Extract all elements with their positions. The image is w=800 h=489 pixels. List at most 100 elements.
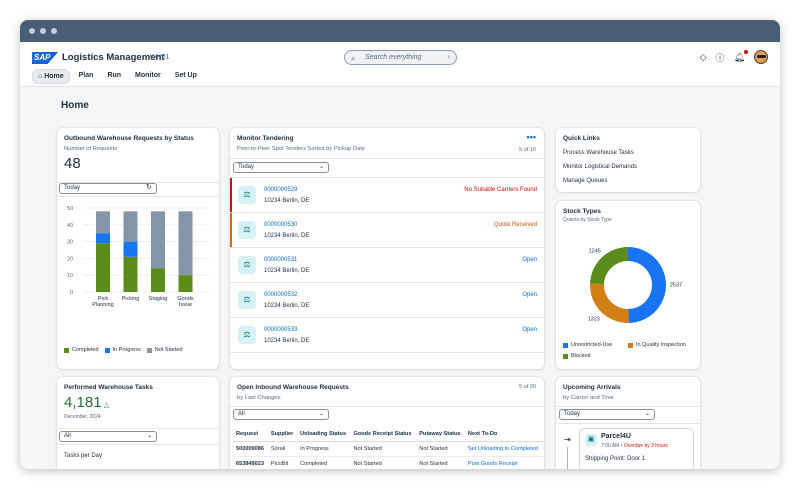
y-tick-label: 50 — [67, 206, 73, 212]
performed-filter-select[interactable]: All ⌄ — [59, 431, 157, 442]
nav-run[interactable]: Run — [107, 72, 122, 79]
tender-address: 10234 Berlin, DE — [264, 338, 310, 344]
legend-blocked: Blocked — [563, 353, 591, 359]
inbound-requests-card: Open Inbound Warehouse Requests by Last … — [230, 377, 544, 469]
table-cell: Not Started — [350, 441, 417, 457]
x-tick-label: Issue — [179, 302, 192, 308]
tender-row[interactable]: ⚖ 0000000532 10234 Berlin, DE Open — [230, 283, 544, 318]
x-tick-label: Planning — [92, 302, 113, 308]
quick-link-manage-queues[interactable]: Manage Queues — [563, 178, 608, 184]
tender-address: 10234 Berlin, DE — [264, 303, 310, 309]
bar-segment[interactable] — [178, 211, 193, 276]
warehouse-id: WH01 — [150, 54, 170, 61]
outbound-title: Outbound Warehouse Requests by Status — [64, 135, 194, 142]
table-row[interactable]: 653849023 PicoBit Completed Not Started Not … — [233, 456, 543, 469]
nav-monitor[interactable]: Monitor — [135, 72, 161, 79]
sap-logo[interactable]: SAP — [32, 52, 58, 64]
truck-icon: ▣ — [585, 434, 597, 446]
search-go-icon[interactable]: › — [447, 54, 450, 61]
quick-link-process-tasks[interactable]: Process Warehouse Tasks — [563, 150, 634, 156]
donut-slice[interactable] — [590, 247, 628, 285]
slice-value-label: 2537 — [670, 283, 682, 289]
ai-assistant-icon[interactable]: ◇ — [699, 51, 707, 62]
nav-plan[interactable]: Plan — [78, 72, 94, 79]
table-cell: Not Started — [350, 456, 417, 469]
bar-segment[interactable] — [96, 243, 110, 292]
help-icon[interactable]: ⓘ — [715, 52, 725, 63]
more-options-icon[interactable]: ••• — [526, 132, 536, 142]
shell-actions: ◇ ⓘ 🔔︎ — [699, 49, 768, 64]
bar-segment[interactable] — [96, 233, 110, 244]
tender-row[interactable]: ⚖ 0000000530 10234 Berlin, DE Quote Receive… — [230, 213, 544, 248]
tender-address: 10234 Berlin, DE — [264, 268, 310, 274]
column-header: Request — [233, 427, 268, 442]
inbound-filter-select[interactable]: All ⌄ — [233, 409, 329, 420]
tender-id[interactable]: 0000000532 — [264, 292, 298, 298]
table-cell: Completed — [297, 456, 351, 469]
quick-link-logistical-demands[interactable]: Monitor Logistical Demands — [563, 164, 638, 170]
tender-id[interactable]: 0000000531 — [264, 257, 298, 263]
inbound-title: Open Inbound Warehouse Requests — [237, 384, 349, 391]
performed-tasks-card[interactable]: Performed Warehouse Tasks 4,181 △ Decemb… — [57, 377, 219, 469]
search-input[interactable]: ⌕ Search everything › — [344, 50, 457, 65]
table-cell[interactable]: Post Goods Receipt — [464, 456, 543, 469]
x-tick-label: Pick — [98, 296, 109, 302]
y-tick-label: 20 — [67, 256, 73, 262]
donut-slice[interactable] — [628, 247, 667, 323]
monitor-tendering-card: Monitor Tendering Peer-to-Peer Spot Tend… — [230, 128, 544, 369]
nav-home[interactable]: ⌂ Home — [32, 69, 70, 84]
bar-segment[interactable] — [151, 268, 165, 292]
arrival-item[interactable]: ▣ Parcel4U 7:00 AM • Overdue by 3 hours … — [579, 428, 694, 469]
table-cell: Sorali — [267, 441, 298, 457]
table-cell[interactable]: Set Unloading to Completed — [464, 441, 543, 457]
trend-up-icon: △ — [104, 402, 110, 409]
tender-id[interactable]: 0000000533 — [264, 327, 298, 333]
stock-title: Stock Types — [563, 208, 601, 215]
nav-home-label: Home — [44, 73, 64, 80]
tender-row[interactable]: ⚖ 0000000529 10234 Berlin, DE No Suitable C… — [230, 178, 544, 213]
outbound-filter-select[interactable]: Today — [59, 183, 157, 194]
tender-row[interactable]: ⚖ 0000000533 10234 Berlin, DE Open — [230, 318, 544, 353]
tendering-count: 5 of 10 — [519, 147, 536, 153]
legend-unrestricted-label: Unrestricted-Use — [571, 342, 613, 348]
notifications-icon[interactable]: 🔔︎ — [733, 49, 749, 62]
page-title: Home — [61, 100, 89, 111]
donut-slice[interactable] — [590, 283, 629, 323]
scale-icon: ⚖ — [238, 256, 256, 274]
table-cell: 653849023 — [233, 456, 268, 469]
outbound-requests-card[interactable]: Outbound Warehouse Requests by Status Nu… — [57, 128, 219, 369]
slice-value-label: 1323 — [588, 317, 600, 323]
inbound-count: 5 of 20 — [519, 384, 536, 390]
bar-segment[interactable] — [96, 211, 110, 234]
y-tick-label: 40 — [67, 223, 73, 229]
tender-id[interactable]: 0000000530 — [264, 222, 298, 228]
chevron-down-icon: ⌄ — [644, 411, 650, 417]
window-close-dot[interactable] — [29, 28, 35, 34]
tender-id[interactable]: 0000000529 — [264, 187, 298, 193]
user-avatar[interactable] — [754, 50, 768, 64]
window-minimize-dot[interactable] — [40, 28, 46, 34]
bar-segment[interactable] — [123, 211, 138, 242]
chevron-down-icon: ⌄ — [146, 433, 152, 439]
window-maximize-dot[interactable] — [51, 28, 57, 34]
legend-in-progress-swatch — [104, 347, 110, 353]
stock-donut-chart: 2537 1323 1245 — [588, 247, 682, 323]
arrival-shipping-point: Shipping Point: Door 1 — [585, 456, 646, 462]
tender-row[interactable]: ⚖ 0000000531 10234 Berlin, DE Open — [230, 248, 544, 283]
arrivals-filter-select[interactable]: Today ⌄ — [559, 409, 655, 420]
chevron-down-icon: ⌄ — [318, 411, 324, 417]
chevron-down-icon: ⌄ — [318, 164, 324, 170]
table-row[interactable]: 500009086 Sorali In Progress Not Started Not… — [233, 441, 543, 457]
bar-segment[interactable] — [151, 211, 165, 269]
arrival-carrier: Parcel4U — [601, 433, 631, 440]
bar-segment[interactable] — [178, 275, 193, 292]
tendering-filter-select[interactable]: Today ⌄ — [233, 162, 329, 173]
legend-completed-swatch — [64, 347, 69, 353]
stock-types-card[interactable]: Stock Types Quants by Stock Type 2537 132… — [556, 201, 700, 369]
bar-segment[interactable] — [123, 241, 138, 257]
nav-setup[interactable]: Set Up — [174, 72, 197, 79]
scale-icon: ⚖ — [238, 326, 256, 344]
refresh-icon[interactable]: ↻ — [146, 184, 152, 191]
legend-not-started-swatch — [146, 347, 152, 353]
bar-segment[interactable] — [123, 256, 138, 292]
